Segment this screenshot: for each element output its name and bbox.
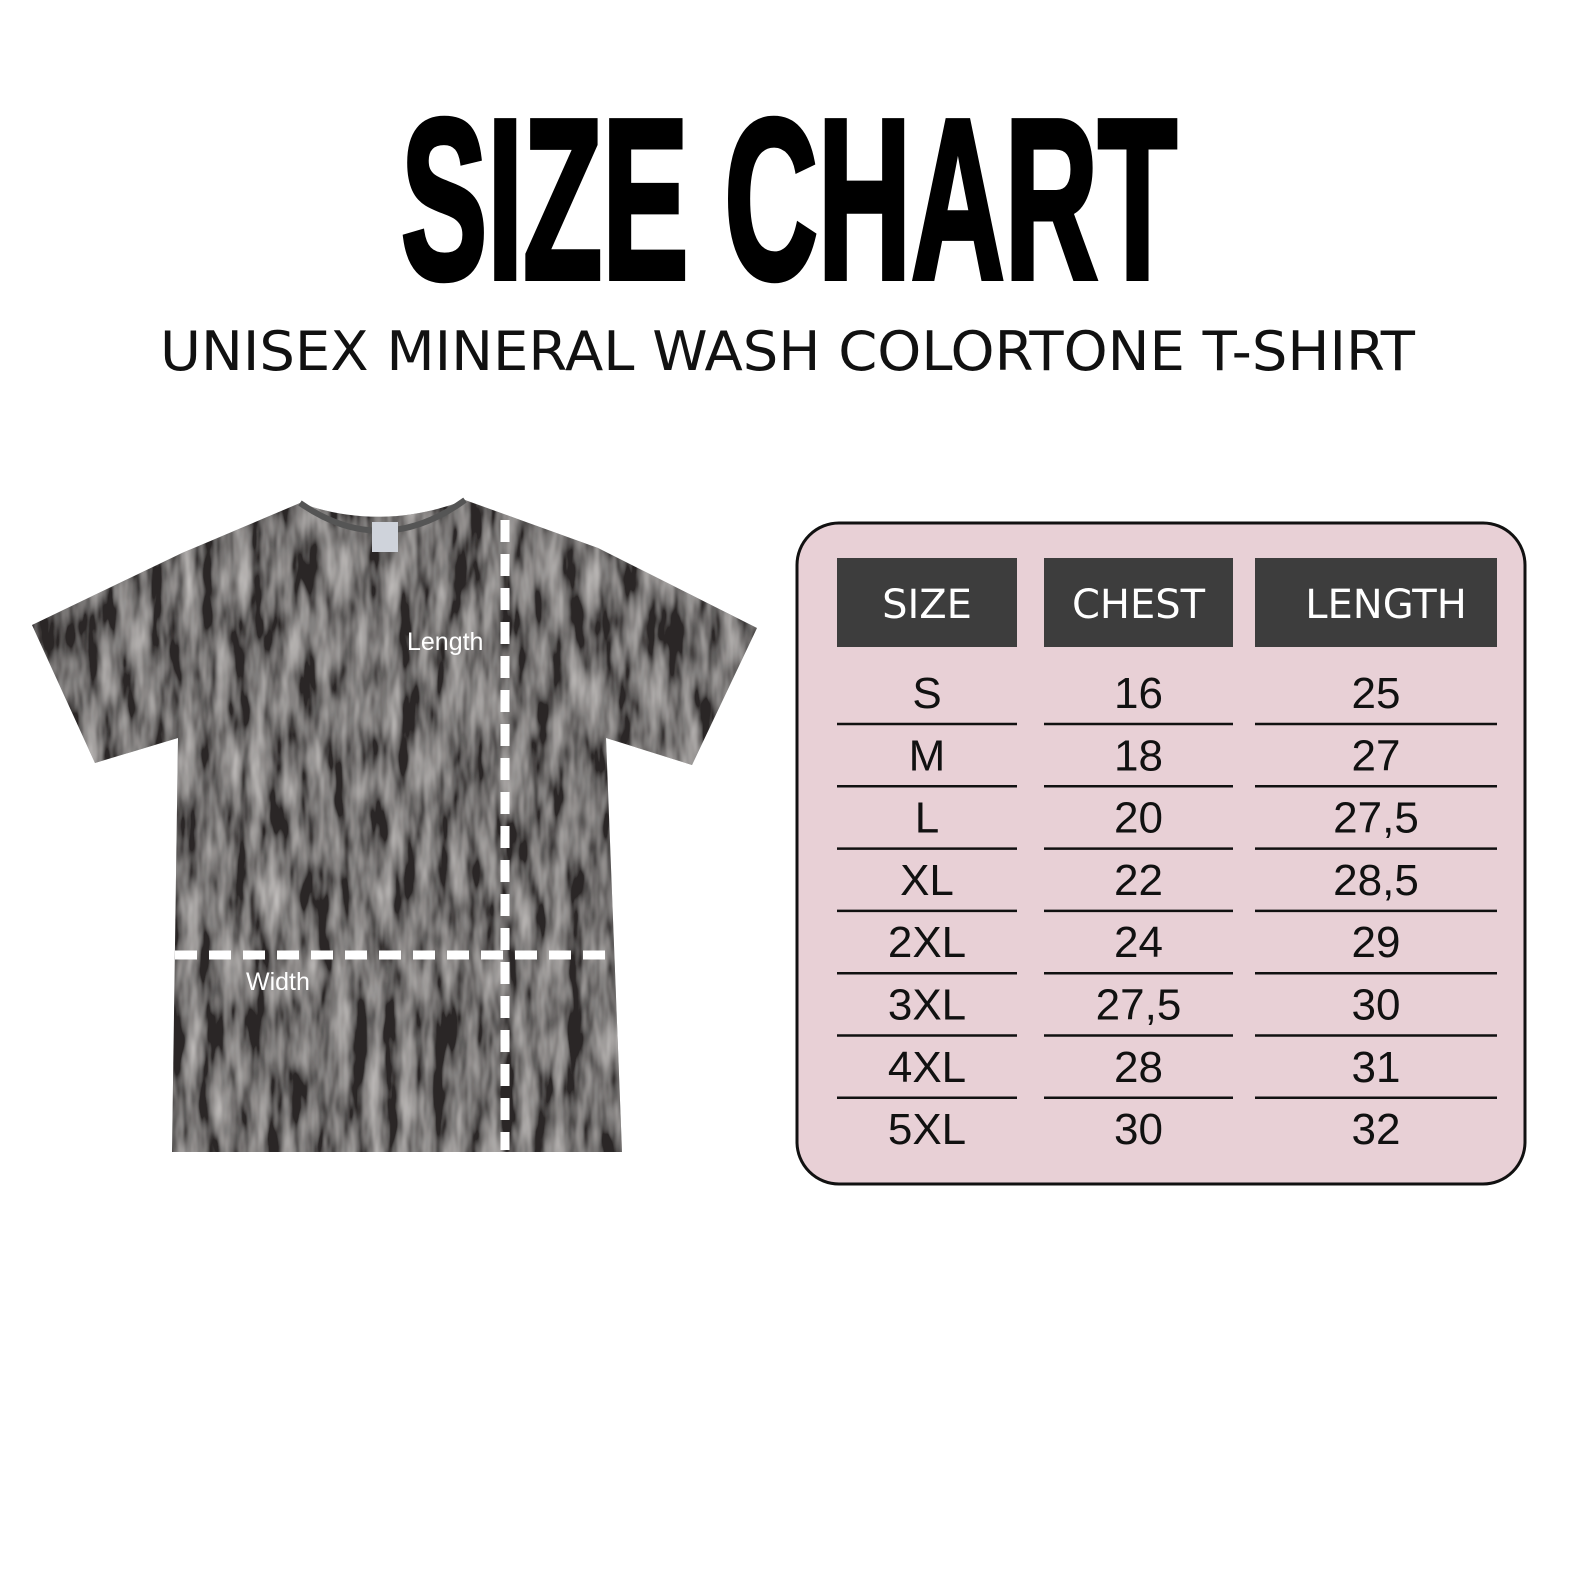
cell-length: 32 xyxy=(1352,1105,1401,1154)
cell-length: 31 xyxy=(1352,1043,1401,1092)
cell-size: M xyxy=(909,731,946,780)
cell-length: 30 xyxy=(1352,981,1401,1030)
size-table-panel xyxy=(795,521,1527,1186)
cell-length: 27 xyxy=(1352,731,1401,780)
cell-size: 3XL xyxy=(888,981,966,1030)
tshirt-body xyxy=(32,500,757,1152)
tshirt-image: Length Width xyxy=(32,497,757,1152)
cell-chest: 18 xyxy=(1114,731,1163,780)
cell-chest: 22 xyxy=(1114,856,1163,905)
cell-chest: 28 xyxy=(1114,1043,1163,1092)
tshirt-tag xyxy=(372,522,398,552)
cell-chest: 27,5 xyxy=(1096,981,1182,1030)
width-label: Width xyxy=(246,968,310,996)
cell-size: 5XL xyxy=(888,1105,966,1154)
header-cell-length xyxy=(1255,558,1497,647)
cell-length: 28,5 xyxy=(1333,856,1419,905)
cell-chest: 24 xyxy=(1114,918,1163,967)
cell-size: S xyxy=(912,669,941,718)
page-title: SIZE CHART xyxy=(401,73,1177,327)
header-cell-chest xyxy=(1044,558,1233,647)
cell-length: 27,5 xyxy=(1333,794,1419,843)
header-label-length: LENGTH xyxy=(1305,582,1467,628)
cell-length: 29 xyxy=(1352,918,1401,967)
cell-size: 4XL xyxy=(888,1043,966,1092)
cell-chest: 16 xyxy=(1114,669,1163,718)
header-label-size: SIZE xyxy=(882,582,972,628)
cell-size: 2XL xyxy=(888,918,966,967)
header-cell-size xyxy=(837,558,1017,647)
size-table: SIZE CHEST LENGTH S 16 25 M 18 27 L 20 27,5 XL 22 28,5… xyxy=(795,521,1527,1186)
cell-length: 25 xyxy=(1352,669,1401,718)
cell-size: XL xyxy=(900,856,954,905)
header-label-chest: CHEST xyxy=(1072,582,1206,628)
cell-chest: 30 xyxy=(1114,1105,1163,1154)
length-label: Length xyxy=(407,628,483,656)
page-subtitle: UNISEX MINERAL WASH COLORTONE T-SHIRT xyxy=(160,320,1416,383)
cell-size: L xyxy=(915,794,939,843)
cell-chest: 20 xyxy=(1114,794,1163,843)
